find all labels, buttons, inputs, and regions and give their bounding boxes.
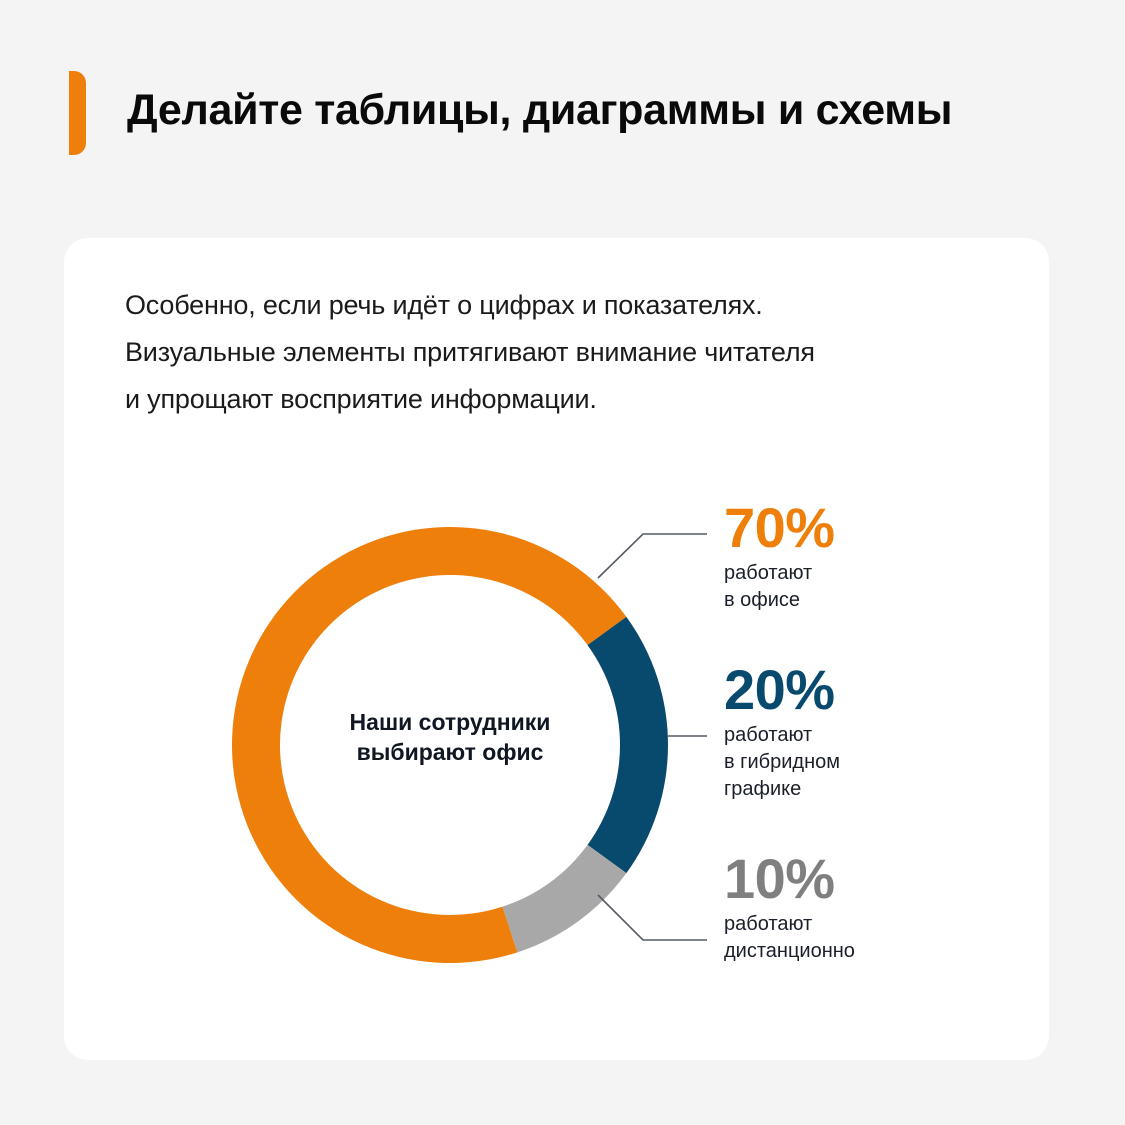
legend-label: работают дистанционно [724,913,855,962]
legend-item-office: 70% работают в офисе [724,500,835,614]
legend-label: работают в гибридном графике [724,724,840,800]
intro-line: и упрощают восприятие информации. [125,384,597,414]
center-label-line: Наши сотрудники [349,709,551,735]
center-label-line: выбирают офис [356,739,544,765]
title-accent-bar [69,71,86,155]
legend-percent: 20% [724,658,835,721]
legend-item-hybrid: 20% работают в гибридном графике [724,662,840,803]
intro-paragraph: Особенно, если речь идёт о цифрах и пока… [125,282,815,423]
intro-line: Особенно, если речь идёт о цифрах и пока… [125,290,763,320]
page-title: Делайте таблицы, диаграммы и схемы [127,86,953,134]
donut-segments [232,526,669,963]
leader-line-remote [597,894,707,941]
donut-segment-hybrid [587,616,669,874]
donut-segment-remote [502,844,627,953]
legend-percent: 10% [724,847,835,910]
leader-lines [597,533,707,941]
leader-line-office [597,533,707,579]
legend-label: работают в офисе [724,562,813,611]
legend-item-remote: 10% работают дистанционно [724,851,855,965]
donut-center-label: Наши сотрудники выбирают офис [300,707,600,767]
intro-line: Визуальные элементы притягивают внимание… [125,337,815,367]
legend-percent: 70% [724,496,835,559]
